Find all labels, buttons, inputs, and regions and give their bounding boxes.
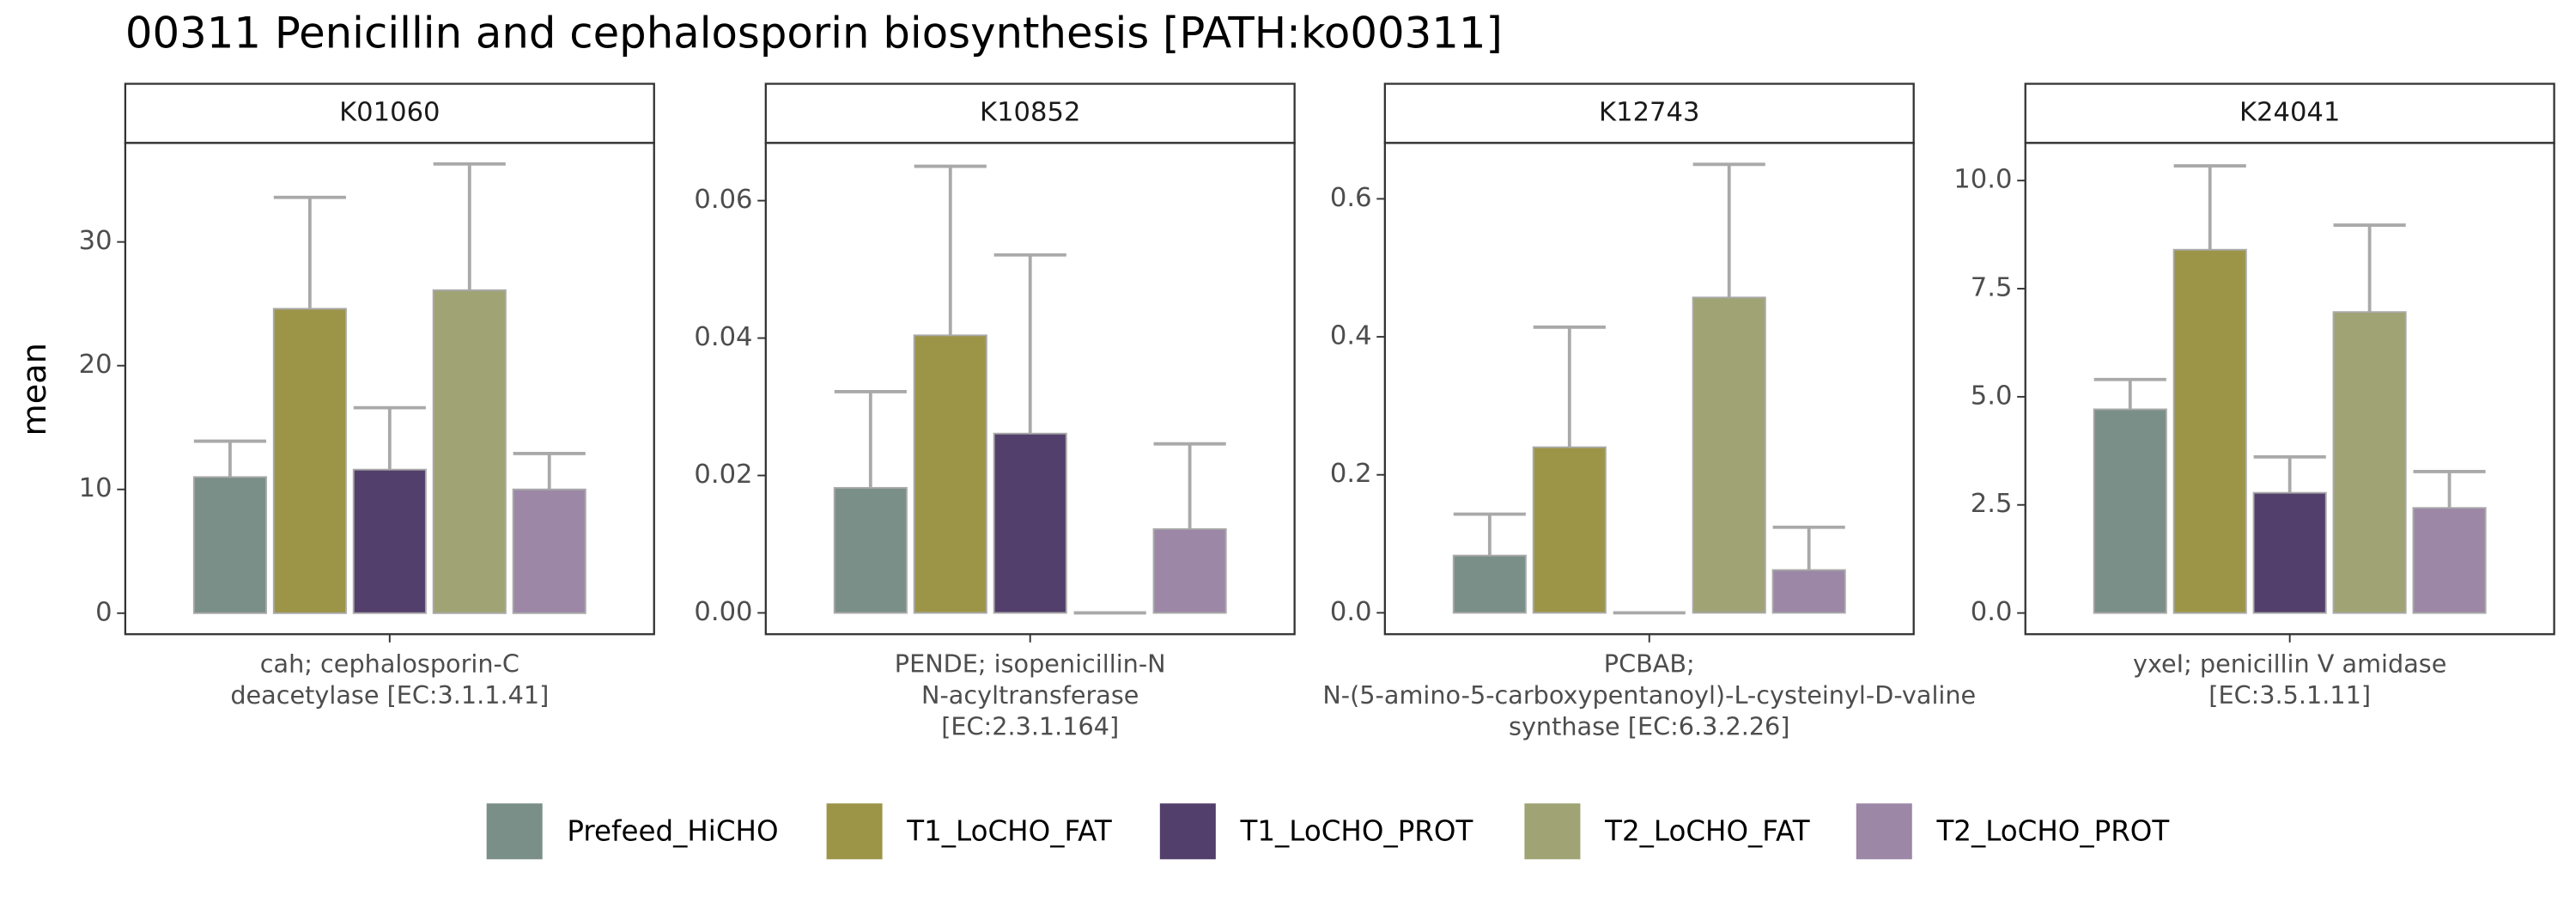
y-tick-label: 0.2	[1330, 459, 1372, 489]
legend-key	[1524, 803, 1581, 860]
bar	[1152, 527, 1227, 614]
legend-key	[826, 803, 883, 860]
legend-label: T2_LoCHO_FAT	[1604, 815, 1810, 848]
bar	[192, 476, 267, 614]
bar	[993, 432, 1067, 614]
strip	[124, 82, 655, 144]
legend-label: T1_LoCHO_PROT	[1240, 815, 1473, 848]
y-tick-label: 0.0	[1971, 597, 2013, 627]
bar	[913, 334, 987, 614]
legend-key	[1159, 803, 1216, 860]
legend-label: Prefeed_HiCHO	[567, 815, 778, 848]
bar	[512, 488, 586, 614]
y-tick-label: 0.00	[694, 597, 752, 627]
strip-label: K12743	[1599, 97, 1699, 127]
bar	[272, 308, 347, 614]
y-tick-label: 30	[79, 226, 112, 256]
bar	[1771, 569, 1846, 614]
x-tick-label: PCBAB;	[1604, 649, 1695, 679]
y-tick-label: 10.0	[1953, 165, 2012, 195]
strip-label: K24041	[2239, 97, 2340, 127]
y-tick-label: 20	[79, 350, 112, 380]
y-tick-label: 0.0	[1330, 597, 1372, 627]
x-tick-label: [EC:3.5.1.11]	[2208, 680, 2371, 710]
bar	[2332, 311, 2407, 614]
bar	[352, 468, 427, 614]
bar	[833, 486, 908, 614]
x-tick-label: yxeI; penicillin V amidase	[2133, 649, 2446, 679]
strip	[764, 82, 1296, 144]
x-tick-label: cah; cephalosporin-C	[260, 649, 519, 679]
legend-key	[486, 803, 543, 860]
y-tick-label: 0.06	[694, 185, 752, 215]
x-tick-label: N-acyltransferase	[921, 680, 1139, 710]
bar	[2412, 507, 2487, 614]
x-tick-label: PENDE; isopenicillin-N	[895, 649, 1166, 679]
bar	[432, 289, 507, 614]
y-tick-label: 7.5	[1971, 273, 2013, 303]
y-tick-label: 10	[79, 473, 112, 503]
y-tick-label: 5.0	[1971, 381, 2013, 411]
y-tick-label: 0.02	[694, 460, 752, 490]
bar	[1532, 446, 1607, 614]
bar	[1692, 296, 1766, 614]
bar	[2093, 408, 2167, 614]
y-tick-label: 0	[95, 597, 112, 627]
x-tick-label: N-(5-amino-5-carboxypentanoyl)-L-cystein…	[1322, 680, 1976, 710]
chart-title: 00311 Penicillin and cephalosporin biosy…	[125, 9, 1503, 58]
legend-label: T2_LoCHO_PROT	[1935, 815, 2169, 848]
legend-key	[1856, 803, 1912, 860]
x-tick-label: [EC:2.3.1.164]	[941, 711, 1119, 740]
strip-label: K10852	[980, 97, 1080, 127]
bar	[2172, 248, 2247, 614]
y-axis-label: mean	[15, 343, 54, 436]
strip-label: K01060	[339, 97, 440, 127]
x-tick-label: deacetylase [EC:3.1.1.41]	[230, 680, 549, 710]
bar	[1452, 554, 1527, 614]
y-tick-label: 0.4	[1330, 321, 1372, 351]
legend-label: T1_LoCHO_FAT	[906, 815, 1112, 848]
y-tick-label: 0.6	[1330, 183, 1372, 213]
bar	[2252, 491, 2327, 614]
y-tick-label: 0.04	[694, 322, 752, 352]
y-tick-label: 2.5	[1971, 489, 2013, 519]
x-tick-label: synthase [EC:6.3.2.26]	[1509, 711, 1789, 740]
